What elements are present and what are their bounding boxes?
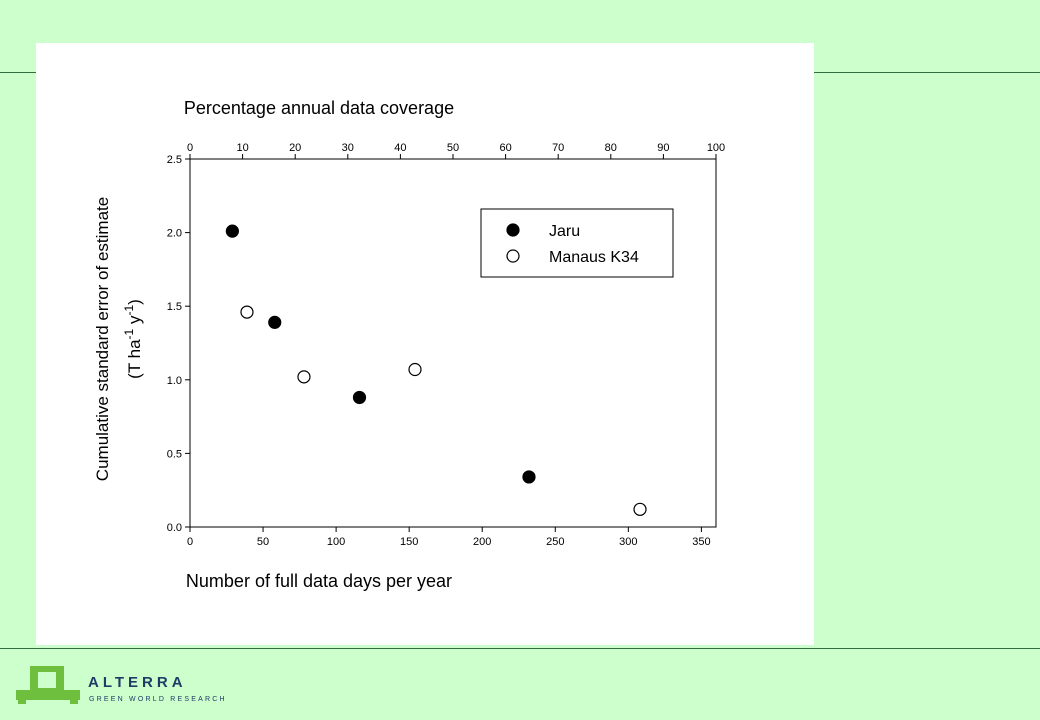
- x-tick-label: 100: [327, 536, 345, 548]
- jaru-point: [352, 390, 367, 405]
- manaus-k34-point: [297, 370, 311, 384]
- bottom-rule: [0, 648, 1040, 649]
- y-tick-label: 1.0: [167, 375, 182, 387]
- y-axis-label: Cumulative standard error of estimate: [93, 197, 112, 481]
- legend-marker-jaru: [506, 223, 520, 237]
- legend-label: Manaus K34: [549, 249, 639, 266]
- top-axis-tick-label: 0: [187, 142, 193, 154]
- top-axis-tick-label: 80: [605, 142, 617, 154]
- top-axis-tick-label: 40: [394, 142, 406, 154]
- x-tick-label: 200: [473, 536, 491, 548]
- x-axis-label: Number of full data days per year: [186, 571, 452, 591]
- top-axis-tick-label: 10: [236, 142, 248, 154]
- jaru-point: [522, 470, 536, 484]
- x-tick-label: 250: [546, 536, 564, 548]
- top-axis-tick-label: 20: [289, 142, 301, 154]
- x-tick-label: 0: [187, 536, 193, 548]
- y-tick-label: 0.0: [167, 522, 182, 534]
- chart-title: Percentage annual data coverage: [184, 98, 454, 118]
- jaru-point: [268, 315, 282, 329]
- scatter-chart: Percentage annual data coverage Number o…: [93, 98, 725, 591]
- x-tick-label: 50: [257, 536, 269, 548]
- x-tick-label: 150: [400, 536, 418, 548]
- manaus-k34-point: [240, 305, 254, 319]
- alterra-logo: [16, 666, 80, 704]
- logo-wordmark: ALTERRA: [88, 674, 187, 691]
- manaus-k34-point: [408, 362, 422, 377]
- legend: Jaru Manaus K34: [480, 208, 674, 278]
- logo-tagline: GREEN WORLD RESEARCH: [89, 696, 227, 703]
- legend-label: Jaru: [549, 223, 580, 240]
- y-tick-label: 0.5: [167, 448, 182, 460]
- top-axis-tick-label: 100: [707, 142, 725, 154]
- y-tick-label: 2.0: [167, 228, 182, 240]
- top-axis-tick-label: 70: [552, 142, 564, 154]
- x-tick-label: 350: [692, 536, 710, 548]
- top-axis-tick-label: 30: [342, 142, 354, 154]
- top-axis-tick-label: 60: [499, 142, 511, 154]
- y-tick-label: 1.5: [167, 301, 182, 313]
- top-axis-tick-label: 90: [657, 142, 669, 154]
- manaus-k34-point: [633, 502, 647, 516]
- x-tick-label: 300: [619, 536, 637, 548]
- y-axis-units: (T ha-1 y-1): [122, 299, 144, 379]
- legend-box: [480, 208, 674, 278]
- jaru-point: [225, 224, 239, 238]
- chart-panel: Percentage annual data coverage Number o…: [36, 43, 814, 645]
- y-tick-label: 2.5: [167, 154, 182, 166]
- legend-marker-manaus-k34: [506, 249, 520, 263]
- top-axis-tick-label: 50: [447, 142, 459, 154]
